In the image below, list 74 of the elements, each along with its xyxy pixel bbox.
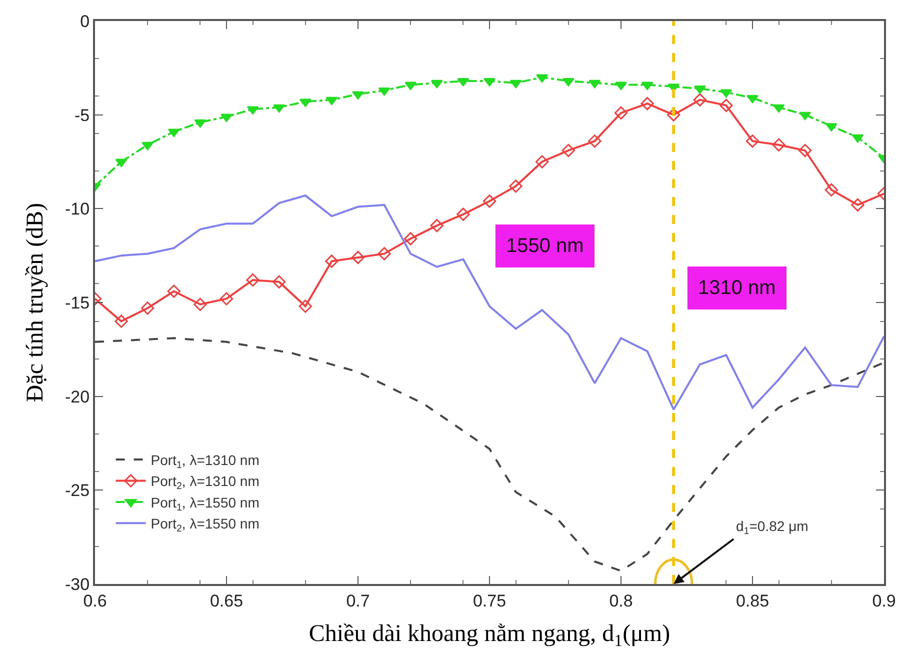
point xyxy=(272,275,286,288)
y-tick-label: 0 xyxy=(80,12,90,31)
y-tick-label: -15 xyxy=(65,293,90,312)
point xyxy=(746,94,758,104)
point xyxy=(720,89,732,98)
point xyxy=(430,218,444,232)
legend-label: Port$_{1}$, λ=1550 nm xyxy=(150,494,260,514)
point xyxy=(693,93,706,106)
legend-label: Port$_{2}$, λ=1310 nm xyxy=(150,473,260,492)
point xyxy=(772,104,785,113)
point xyxy=(456,208,470,221)
point xyxy=(799,112,812,120)
point xyxy=(378,247,391,260)
point xyxy=(430,80,443,88)
y-tick-label: -5 xyxy=(74,106,90,125)
annotation: 1550 nm xyxy=(506,235,584,257)
point xyxy=(772,138,786,152)
point xyxy=(851,198,864,212)
x-tick-label: 0.7 xyxy=(346,591,370,610)
point xyxy=(510,80,522,88)
point xyxy=(352,91,364,100)
y-axis-title: Đặc tính truyền (dB) xyxy=(22,202,49,402)
point xyxy=(325,254,338,268)
legend-label: Port$_{1}$, λ=1310 nm xyxy=(150,452,260,471)
x-tick-label: 0.6 xyxy=(83,591,107,610)
point xyxy=(641,82,654,90)
point xyxy=(614,106,628,120)
point xyxy=(509,180,522,193)
annotation: d$_{1}$=0.82 μm xyxy=(736,518,808,537)
point xyxy=(167,284,180,298)
point xyxy=(220,114,232,122)
point xyxy=(194,119,206,128)
point xyxy=(404,232,418,246)
point xyxy=(720,98,733,112)
point xyxy=(351,250,365,264)
point xyxy=(562,144,575,158)
y-tick-label: -20 xyxy=(65,387,90,406)
line-series xyxy=(95,194,884,410)
point xyxy=(142,142,154,150)
point xyxy=(404,82,417,90)
point xyxy=(824,183,838,196)
x-tick-label: 0.8 xyxy=(609,591,633,610)
point xyxy=(378,87,390,96)
y-tick-label: -30 xyxy=(65,574,90,594)
point xyxy=(746,134,760,148)
point xyxy=(588,80,601,88)
y-tick-label: -25 xyxy=(65,481,90,500)
x-tick-label: 0.85 xyxy=(736,591,770,610)
point xyxy=(484,78,496,86)
x-tick-label: 0.65 xyxy=(210,591,244,610)
point xyxy=(667,108,680,122)
point xyxy=(273,104,286,113)
point xyxy=(141,302,154,315)
point xyxy=(588,134,602,148)
point xyxy=(220,292,234,306)
point xyxy=(246,273,260,287)
point xyxy=(194,298,207,311)
x-tick-label: 0.9 xyxy=(872,591,896,610)
point xyxy=(326,96,338,106)
point xyxy=(482,194,496,208)
point xyxy=(298,300,312,313)
point xyxy=(640,96,654,110)
point xyxy=(615,82,627,90)
x-axis-title: Chiều dài khoang nằm ngang, d$_{1}$(μm) xyxy=(308,621,670,650)
point xyxy=(114,314,128,328)
point xyxy=(536,155,549,168)
x-tick-label: 0.75 xyxy=(472,591,506,610)
point xyxy=(798,144,812,158)
y-tick-label: -10 xyxy=(65,200,90,219)
point xyxy=(852,134,864,143)
point xyxy=(536,74,548,83)
annotation: 1310 nm xyxy=(698,277,776,299)
legend-label: Port$_{2}$, λ=1550 nm xyxy=(150,516,260,535)
line-series xyxy=(95,337,884,572)
